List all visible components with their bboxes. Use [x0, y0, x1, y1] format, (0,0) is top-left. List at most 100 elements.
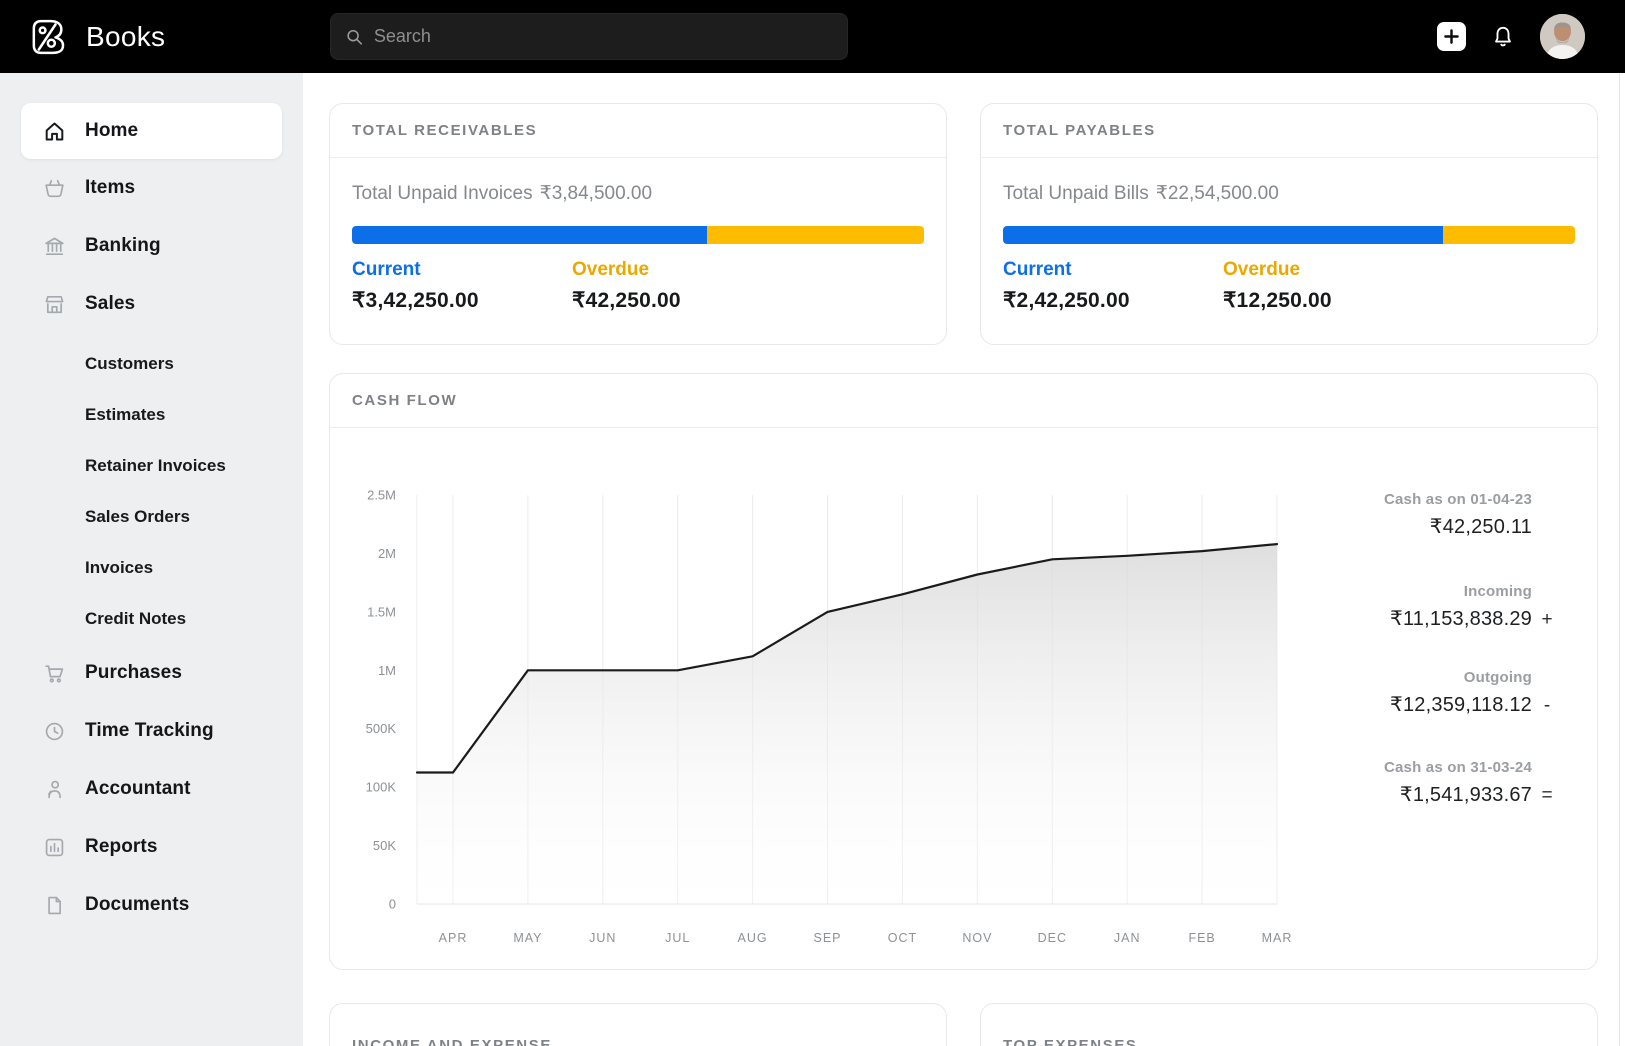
unpaid-bills-value: ₹22,54,500.00	[1155, 183, 1279, 204]
payables-overdue-segment	[1443, 226, 1575, 244]
sidebar-item-time-tracking[interactable]: Time Tracking	[21, 702, 282, 760]
sidebar-item-customers[interactable]: Customers	[21, 338, 282, 389]
receivables-current-label: Current	[352, 259, 421, 280]
sidebar-item-label: Accountant	[85, 778, 191, 799]
receivables-overdue-amount: ₹42,250.00	[572, 289, 681, 312]
sidebar-item-label: Customers	[85, 353, 174, 373]
user-avatar[interactable]	[1540, 14, 1585, 59]
x-axis-month-label: MAY	[513, 931, 542, 945]
x-axis-month-label: MAR	[1262, 931, 1293, 945]
chart-icon	[42, 835, 67, 860]
home-icon	[42, 119, 67, 144]
x-axis-month-label: APR	[439, 931, 468, 945]
sidebar-item-purchases[interactable]: Purchases	[21, 644, 282, 702]
receivables-progress-bar	[352, 226, 924, 244]
receivables-card-title: TOTAL RECEIVABLES	[330, 104, 946, 158]
sidebar-item-banking[interactable]: Banking	[21, 217, 282, 275]
sidebar-item-sales[interactable]: Sales	[21, 275, 282, 333]
books-logo-icon	[32, 19, 65, 54]
y-axis-tick-label: 500K	[366, 721, 397, 736]
sidebar-item-items[interactable]: Items	[21, 159, 282, 217]
cashflow-stat-value: ₹12,359,118.12	[1390, 694, 1532, 716]
y-axis-tick-label: 1M	[378, 663, 396, 678]
x-axis-month-label: JAN	[1114, 931, 1141, 945]
payables-progress-bar	[1003, 226, 1575, 244]
unpaid-bills-label: Total Unpaid Bills	[1003, 183, 1149, 204]
doc-icon	[42, 893, 67, 918]
y-axis-tick-label: 0	[389, 897, 396, 912]
search-input[interactable]	[373, 26, 833, 47]
cash-flow-summary-panel: Cash as on 01-04-23 ₹42,250.11 Incoming ₹11…	[1142, 491, 1562, 807]
payables-current-amount: ₹2,42,250.00	[1003, 289, 1130, 312]
receivables-overdue-segment	[706, 226, 924, 244]
cashflow-stat-label: Cash as on 31-03-24	[1383, 759, 1532, 776]
top-expenses-title: TOP EXPENSES	[1003, 1037, 1138, 1046]
sidebar-item-invoices[interactable]: Invoices	[21, 542, 282, 593]
quick-create-button[interactable]	[1437, 22, 1466, 51]
x-axis-month-label: NOV	[962, 931, 992, 945]
brand[interactable]: Books	[28, 17, 165, 57]
sidebar-item-estimates[interactable]: Estimates	[21, 389, 282, 440]
sidebar-item-credit-notes[interactable]: Credit Notes	[21, 593, 282, 644]
unpaid-invoices-summary: Total Unpaid Invoices ₹3,84,500.00	[352, 182, 924, 205]
x-axis-month-label: JUN	[589, 931, 616, 945]
sidebar-item-accountant[interactable]: Accountant	[21, 760, 282, 818]
cashflow-stat-operator: +	[1541, 609, 1553, 630]
sidebar-item-label: Purchases	[85, 662, 183, 683]
avatar-portrait	[1540, 14, 1585, 59]
sidebar-item-label: Sales Orders	[85, 506, 190, 526]
cashflow-stat-operator: -	[1543, 695, 1551, 716]
sidebar-item-home[interactable]: Home	[21, 103, 282, 159]
payables-card-title: TOTAL PAYABLES	[981, 104, 1597, 158]
x-axis-month-label: SEP	[813, 931, 841, 945]
sidebar-item-label: Invoices	[85, 557, 154, 577]
scrollbar-edge	[1619, 73, 1620, 1046]
store-icon	[42, 292, 67, 317]
cash-flow-card: CASH FLOW 0 50K 100K 500K 1M 1.5M 2M 2.5M APR MAY…	[329, 373, 1598, 970]
sidebar-item-label: Documents	[85, 894, 190, 915]
cashflow-stat-operator: =	[1541, 785, 1553, 806]
cash-flow-card-title: CASH FLOW	[330, 374, 1597, 428]
sidebar-item-label: Reports	[85, 836, 158, 857]
sidebar-item-retainer-invoices[interactable]: Retainer Invoices	[21, 440, 282, 491]
receivables-overdue-label: Overdue	[572, 259, 650, 280]
top-expenses-card: TOP EXPENSES	[980, 1003, 1598, 1046]
income-and-expense-title: INCOME AND EXPENSE	[352, 1037, 552, 1046]
payables-overdue-amount: ₹12,250.00	[1223, 289, 1332, 312]
x-axis-month-label: DEC	[1038, 931, 1067, 945]
basket-icon	[42, 176, 67, 201]
clock-icon	[42, 719, 67, 744]
search-icon	[347, 29, 363, 45]
search-box[interactable]	[330, 13, 848, 60]
sidebar-item-label: Sales	[85, 293, 136, 314]
plus-icon	[1444, 29, 1459, 44]
receivables-current-amount: ₹3,42,250.00	[352, 289, 479, 312]
total-receivables-card: TOTAL RECEIVABLES Total Unpaid Invoices ₹…	[329, 103, 947, 345]
sidebar-item-label: Items	[85, 177, 136, 198]
cashflow-stat-label: Cash as on 01-04-23	[1383, 491, 1532, 508]
unpaid-bills-summary: Total Unpaid Bills ₹22,54,500.00	[1003, 182, 1575, 205]
bank-icon	[42, 234, 67, 259]
y-axis-tick-label: 100K	[366, 780, 397, 795]
sidebar-item-label: Credit Notes	[85, 608, 187, 628]
cashflow-stat-value: ₹11,153,838.29	[1390, 608, 1532, 630]
bell-icon	[1495, 26, 1511, 46]
cash-flow-chart: 0 50K 100K 500K 1M 1.5M 2M 2.5M APR MAY JUN JUL AUG S…	[366, 488, 1293, 946]
main-content: TOTAL RECEIVABLES Total Unpaid Invoices ₹…	[303, 73, 1625, 1046]
unpaid-invoices-value: ₹3,84,500.00	[539, 183, 653, 204]
receivables-current-segment	[352, 226, 707, 244]
sidebar-item-sales-orders[interactable]: Sales Orders	[21, 491, 282, 542]
x-axis-month-label: OCT	[888, 931, 917, 945]
sidebar-item-documents[interactable]: Documents	[21, 876, 282, 934]
y-axis-tick-label: 2M	[378, 546, 396, 561]
y-axis-tick-label: 2.5M	[367, 488, 396, 503]
x-axis-month-label: AUG	[738, 931, 768, 945]
income-and-expense-card: INCOME AND EXPENSE	[329, 1003, 947, 1046]
cashflow-stat-label: Incoming	[1463, 583, 1532, 600]
sidebar-item-label: Estimates	[85, 404, 166, 424]
sidebar-item-label: Retainer Invoices	[85, 455, 226, 475]
total-payables-card: TOTAL PAYABLES Total Unpaid Bills ₹22,54,…	[980, 103, 1598, 345]
notifications-button[interactable]	[1490, 24, 1516, 50]
payables-overdue-label: Overdue	[1223, 259, 1301, 280]
sidebar-item-reports[interactable]: Reports	[21, 818, 282, 876]
